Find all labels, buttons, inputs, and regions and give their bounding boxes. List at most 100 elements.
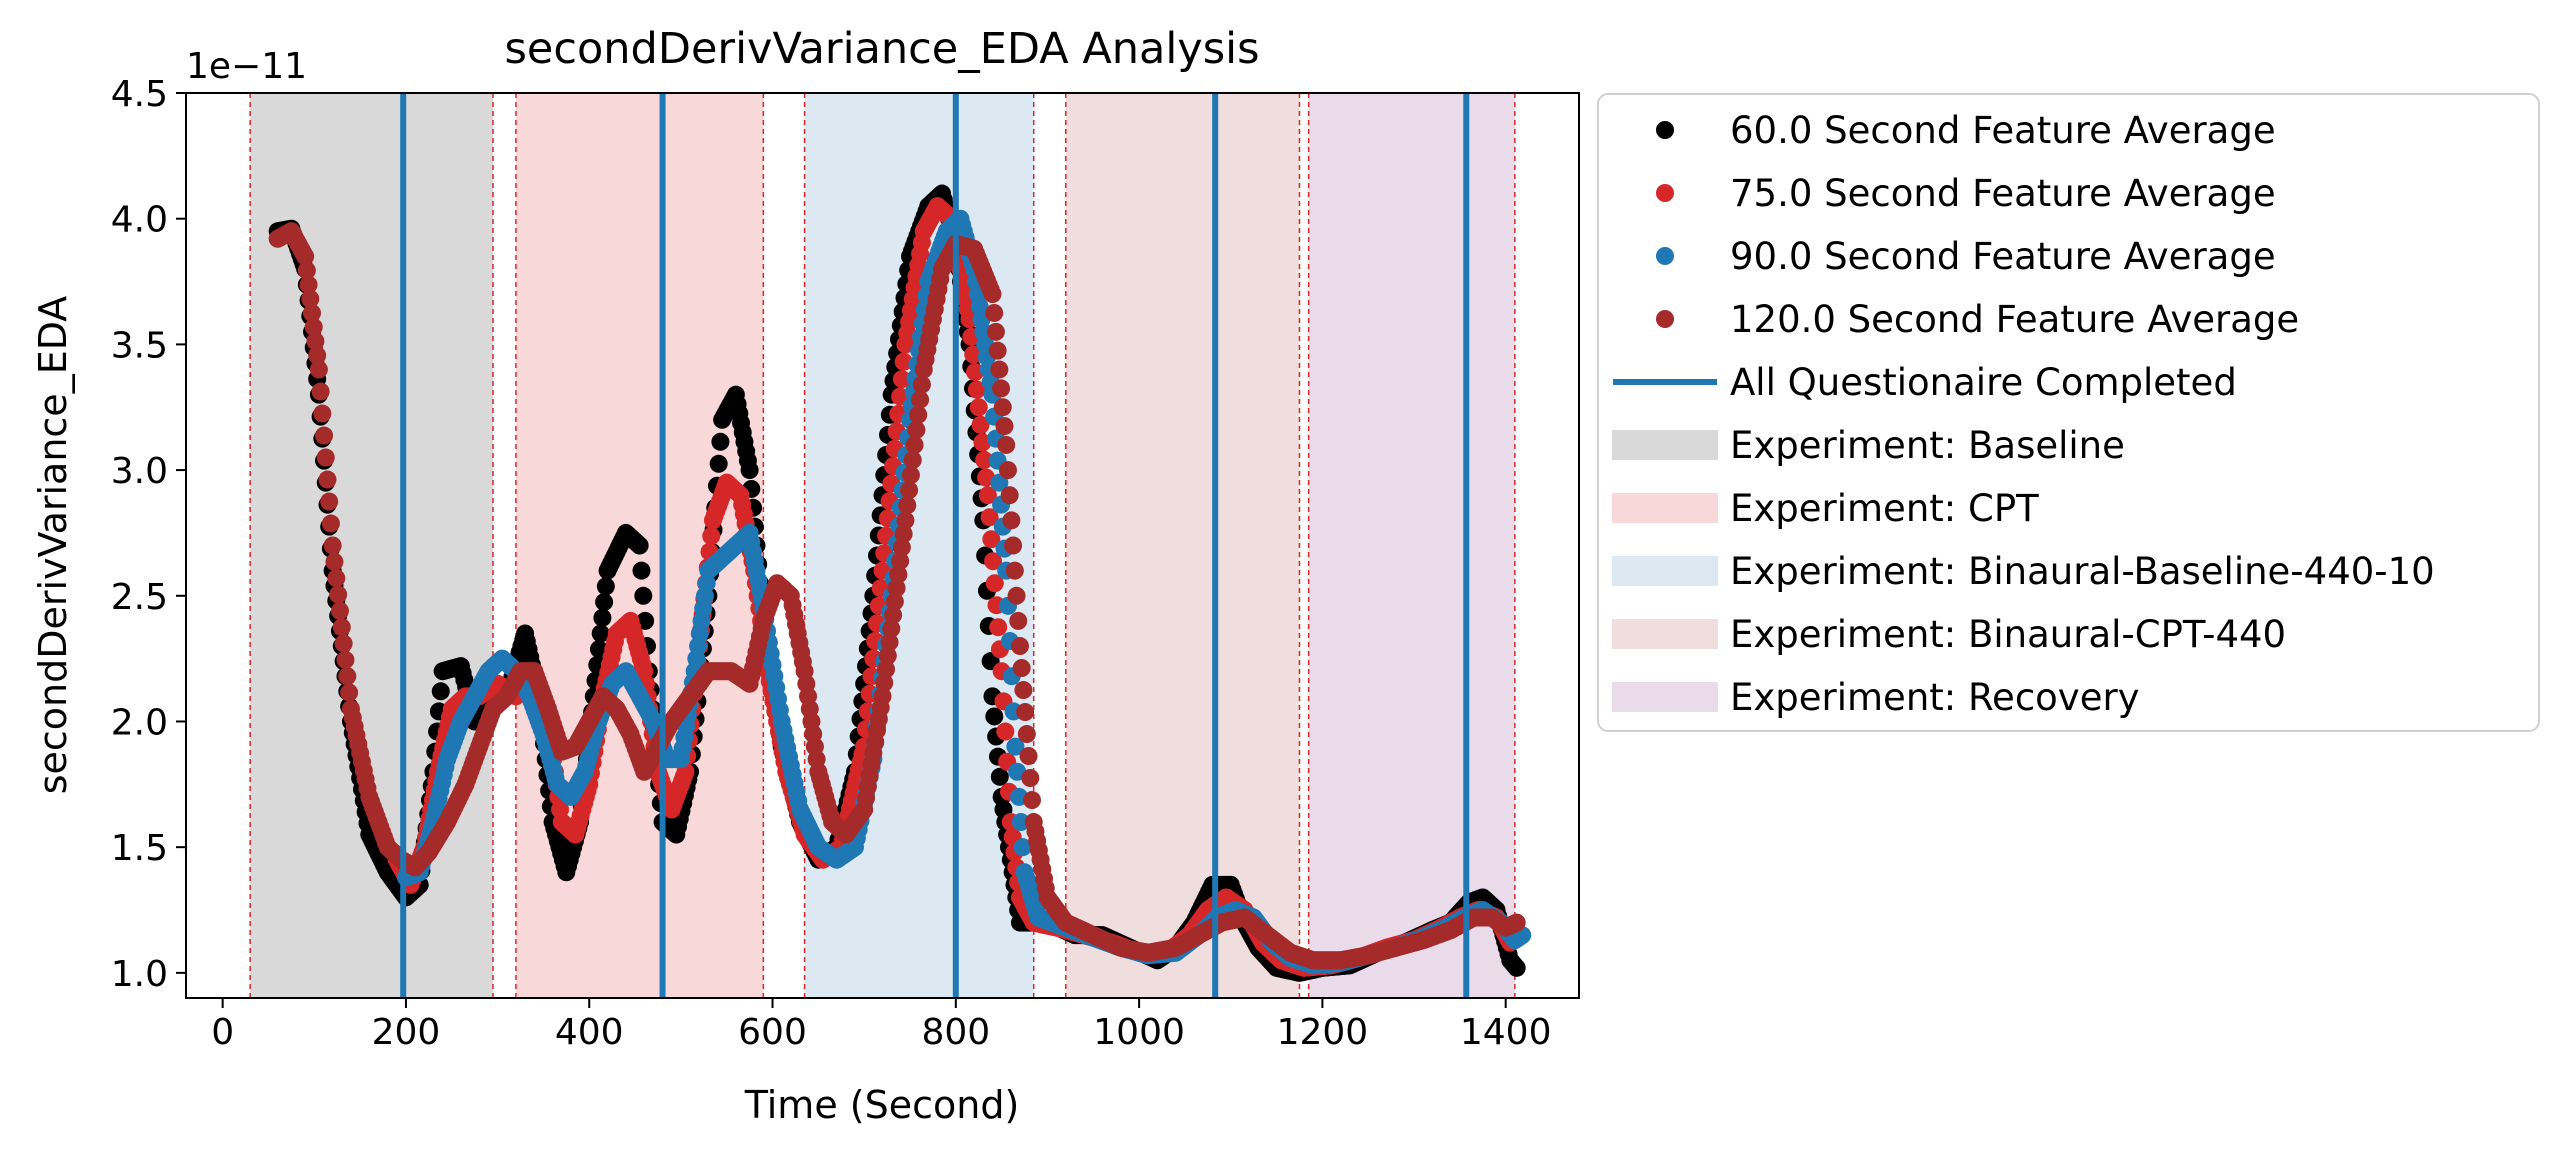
x-tick-label: 1200 xyxy=(1277,1012,1369,1053)
data-point xyxy=(596,577,615,596)
data-point xyxy=(321,514,340,533)
legend-item: 60.0 Second Feature Average xyxy=(1656,109,2276,152)
legend-label: Experiment: CPT xyxy=(1730,487,2039,530)
legend-label: 75.0 Second Feature Average xyxy=(1730,172,2276,215)
data-point xyxy=(880,633,899,652)
data-point xyxy=(740,461,759,480)
data-point xyxy=(993,398,1012,417)
y-tick-label: 3.0 xyxy=(111,451,168,492)
data-point xyxy=(297,261,316,280)
data-point xyxy=(327,569,346,588)
plot-frame xyxy=(185,92,1580,999)
data-point xyxy=(966,363,985,382)
y-axis-offset-label: 1e−11 xyxy=(186,46,307,87)
data-point xyxy=(1021,769,1040,788)
data-point xyxy=(996,722,1015,741)
data-point xyxy=(304,318,323,337)
data-point xyxy=(995,417,1014,436)
data-point xyxy=(985,707,1004,726)
data-point xyxy=(1011,813,1030,832)
x-tick-label: 800 xyxy=(921,1012,990,1053)
data-point xyxy=(873,687,892,706)
data-point xyxy=(632,561,651,580)
data-point xyxy=(323,536,342,555)
data-point xyxy=(912,375,931,394)
data-point xyxy=(340,683,359,702)
data-point xyxy=(983,285,1002,304)
legend-frame xyxy=(1597,93,2540,732)
data-point xyxy=(998,461,1017,480)
legend-item: Experiment: Baseline xyxy=(1612,424,2125,467)
legend-marker xyxy=(1656,184,1674,202)
data-point xyxy=(985,303,1004,322)
legend-item: 90.0 Second Feature Average xyxy=(1656,235,2276,278)
data-point xyxy=(308,346,327,365)
data-point xyxy=(634,586,653,605)
data-point xyxy=(1006,737,1025,756)
data-point xyxy=(1004,536,1023,555)
data-point xyxy=(591,624,610,643)
data-point xyxy=(630,536,649,555)
data-point xyxy=(702,527,721,546)
data-point xyxy=(296,247,315,266)
data-point xyxy=(299,275,318,294)
legend-item: All Questionaire Completed xyxy=(1613,361,2237,404)
data-point xyxy=(320,492,339,511)
x-tick-label: 200 xyxy=(372,1012,441,1053)
legend-label: 60.0 Second Feature Average xyxy=(1730,109,2276,152)
data-point xyxy=(894,524,913,543)
legend-label: All Questionaire Completed xyxy=(1730,361,2237,404)
data-point xyxy=(325,552,344,571)
data-point xyxy=(896,511,915,530)
x-tick-label: 1400 xyxy=(1460,1012,1552,1053)
data-point xyxy=(884,606,903,625)
data-point xyxy=(315,426,334,445)
legend-label: 90.0 Second Feature Average xyxy=(1730,235,2276,278)
x-tick-label: 0 xyxy=(211,1012,234,1053)
data-point xyxy=(311,382,330,401)
y-tick-label: 4.5 xyxy=(111,74,168,115)
data-point xyxy=(1000,486,1019,505)
data-point xyxy=(1012,659,1031,678)
legend-patch-swatch xyxy=(1612,493,1718,523)
y-tick-label: 4.0 xyxy=(111,200,168,241)
data-point xyxy=(1016,703,1035,722)
chart-title: secondDerivVariance_EDA Analysis xyxy=(504,24,1259,74)
legend-patch-swatch xyxy=(1612,556,1718,586)
data-point xyxy=(877,660,896,679)
legend-item: Experiment: Binaural-CPT-440 xyxy=(1612,613,2286,656)
data-point xyxy=(901,466,920,485)
questionnaire-lines xyxy=(400,93,1470,998)
data-point xyxy=(990,360,1009,379)
x-axis: 0 200 400 600 800 1000 1200 1400 xyxy=(211,998,1551,1053)
data-point xyxy=(964,345,983,364)
data-point xyxy=(969,398,988,417)
data-point xyxy=(336,650,355,669)
data-point xyxy=(894,352,913,371)
legend-label: Experiment: Baseline xyxy=(1730,424,2125,467)
legend-label: 120.0 Second Feature Average xyxy=(1730,298,2299,341)
data-point xyxy=(313,404,332,423)
data-point xyxy=(905,435,924,454)
data-point xyxy=(997,435,1016,454)
y-tick-label: 2.0 xyxy=(111,702,168,743)
legend-item: 120.0 Second Feature Average xyxy=(1656,298,2299,341)
legend-label: Experiment: Binaural-CPT-440 xyxy=(1730,613,2286,656)
data-point xyxy=(711,432,730,451)
legend-patch-swatch xyxy=(1612,430,1718,460)
data-point xyxy=(988,341,1007,360)
data-point xyxy=(984,552,1003,571)
data-point xyxy=(980,508,999,527)
x-tick-label: 1000 xyxy=(1093,1012,1185,1053)
data-point xyxy=(892,538,911,557)
phase-band-3 xyxy=(1065,93,1300,998)
data-point xyxy=(900,481,919,500)
data-point xyxy=(975,451,994,470)
legend-marker xyxy=(1656,310,1674,328)
data-point xyxy=(992,379,1011,398)
data-point xyxy=(892,370,911,389)
y-tick-label: 1.0 xyxy=(111,954,168,995)
legend-label: Experiment: Binaural-Baseline-440-10 xyxy=(1730,550,2435,593)
data-point xyxy=(1014,681,1033,700)
